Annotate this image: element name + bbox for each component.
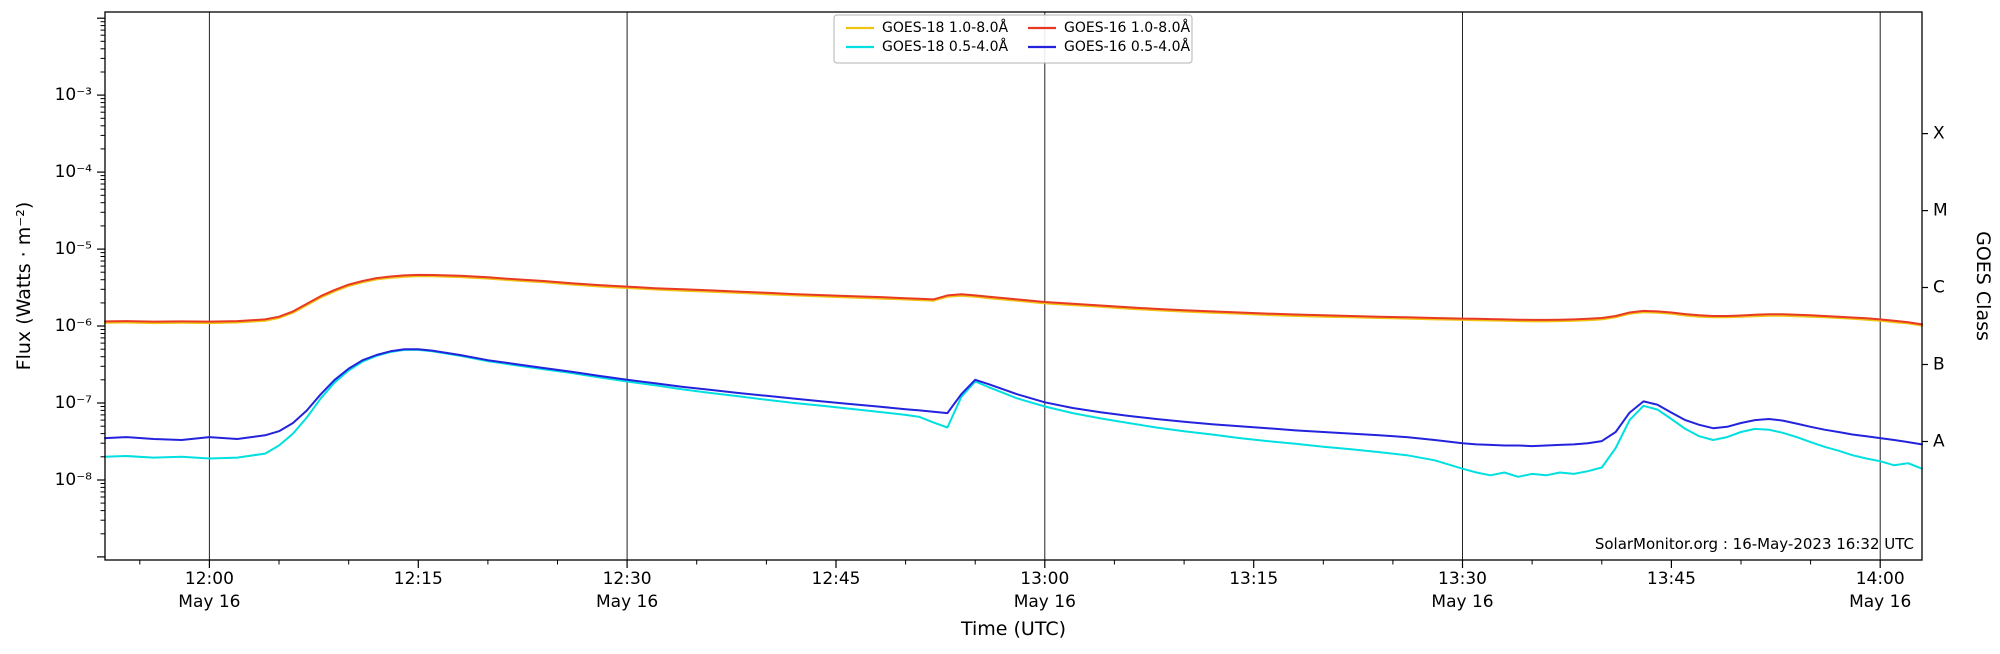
legend-label: GOES-16 1.0-8.0Å xyxy=(1064,19,1190,36)
x-tick-label: 12:45 xyxy=(812,569,861,589)
x-tick-label: 13:45 xyxy=(1647,569,1696,589)
y-tick-label: 10⁻⁷ xyxy=(55,393,93,413)
series-line-goes-16-1-0-8-0 xyxy=(104,273,1923,326)
x-tick-date-label: May 16 xyxy=(1431,592,1493,612)
legend-label: GOES-18 0.5-4.0Å xyxy=(882,38,1008,55)
x-tick-date-label: May 16 xyxy=(596,592,658,612)
vertical-gridlines xyxy=(208,12,1881,560)
goes-class-tick-label: B xyxy=(1933,355,1945,375)
goes-class-tick-label: X xyxy=(1933,124,1945,144)
x-axis-label: Time (UTC) xyxy=(960,618,1066,640)
watermark: SolarMonitor.org : 16-May-2023 16:32 UTC xyxy=(1595,535,1914,553)
legend-box xyxy=(833,14,1193,64)
x-tick-label: 12:30 xyxy=(603,569,652,589)
goes-class-tick-label: A xyxy=(1933,432,1945,452)
x-tick-label: 13:15 xyxy=(1229,569,1278,589)
series-line-goes-18-1-0-8-0 xyxy=(104,275,1923,327)
y-tick-label: 10⁻⁵ xyxy=(55,239,92,259)
goes-class-tick-label: C xyxy=(1933,278,1945,298)
x-tick-label: 14:00 xyxy=(1856,569,1905,589)
x-tick-label: 13:30 xyxy=(1438,569,1487,589)
x-tick-date-label: May 16 xyxy=(1014,592,1076,612)
x-tick-date-label: May 16 xyxy=(1849,592,1911,612)
y-axis-label: Flux (Watts · m⁻²) xyxy=(13,202,35,371)
y-axis-left: 10⁻³ 10⁻⁴ 10⁻⁵ 10⁻⁶ 10⁻⁷ 10⁻⁸ xyxy=(55,17,105,558)
y-tick-label: 10⁻³ xyxy=(55,85,92,105)
legend: GOES-18 1.0-8.0Å GOES-18 0.5-4.0Å GOES-16 … xyxy=(833,14,1193,64)
plot-frame xyxy=(104,11,1923,561)
series-line-goes-18-0-5-4-0 xyxy=(104,348,1923,478)
y-axis-right-goes-class: X M C B A GOES Class xyxy=(1922,124,1994,452)
x-tick-label: 12:15 xyxy=(394,569,443,589)
x-tick-date-label: May 16 xyxy=(178,592,240,612)
flux-series xyxy=(104,273,1923,478)
series-line-goes-16-0-5-4-0 xyxy=(104,348,1923,448)
x-axis: 12:00 May 16 12:15 12:30 May 16 12:45 13:00 May… xyxy=(139,560,1911,640)
y-tick-label: 10⁻⁶ xyxy=(55,316,93,336)
y-tick-label: 10⁻⁴ xyxy=(55,162,93,182)
goes-class-tick-label: M xyxy=(1933,201,1948,221)
legend-label: GOES-16 0.5-4.0Å xyxy=(1064,38,1190,55)
x-tick-label: 12:00 xyxy=(185,569,234,589)
legend-label: GOES-18 1.0-8.0Å xyxy=(882,19,1008,36)
y-axis-right-label: GOES Class xyxy=(1972,231,1994,341)
y-tick-label: 10⁻⁸ xyxy=(55,470,93,490)
x-tick-label: 13:00 xyxy=(1020,569,1069,589)
